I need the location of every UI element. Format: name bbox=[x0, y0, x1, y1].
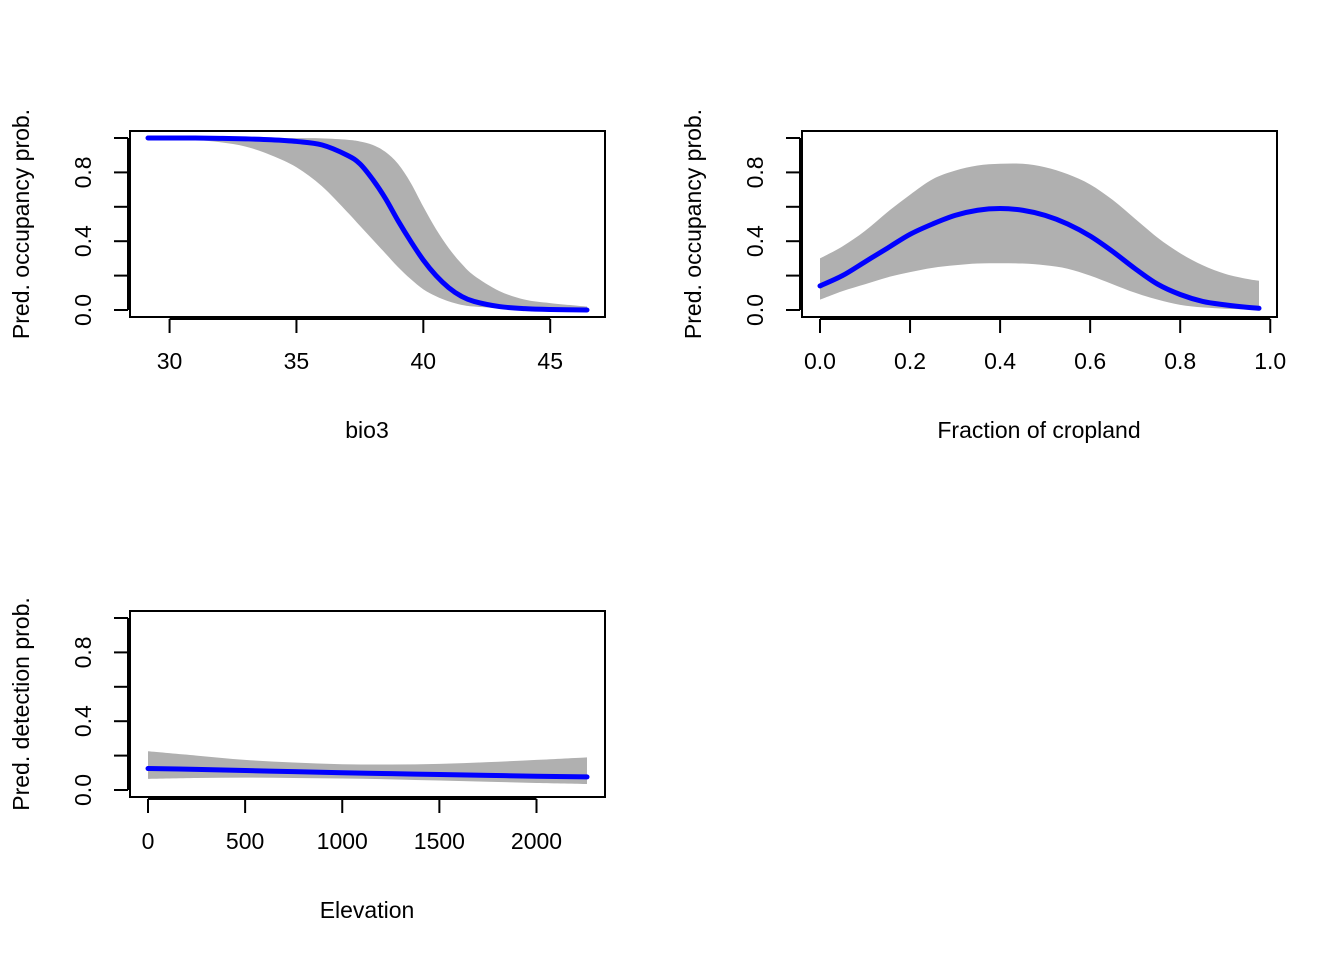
x-tick-label-elevation: 1000 bbox=[317, 828, 368, 854]
y-axis-title-cropland: Pred. occupancy prob. bbox=[680, 109, 706, 339]
panel-bio3: 30 35 40 45 0.0 0.4 0.8 bio3 Pred. occupancy p… bbox=[8, 109, 606, 443]
predicted-line-cropland bbox=[817, 206, 1262, 311]
plot-frame-bio3 bbox=[129, 130, 606, 318]
y-axis-title-elevation: Pred. detection prob. bbox=[8, 597, 34, 811]
x-axis-title-bio3: bio3 bbox=[345, 417, 388, 443]
x-tick-label-elevation: 2000 bbox=[511, 828, 562, 854]
x-tick-label-elevation: 0 bbox=[142, 828, 155, 854]
y-axis-title-bio3: Pred. occupancy prob. bbox=[8, 109, 34, 339]
y-tick-label-bio3: 0.0 bbox=[70, 294, 96, 326]
panel-cropland: 0.0 0.2 0.4 0.6 0.8 1.0 0.0 0.4 0.8 Fraction of … bbox=[680, 109, 1286, 443]
y-tick-label-cropland: 0.8 bbox=[742, 156, 768, 188]
panel-content-cropland: 0.0 0.2 0.4 0.6 0.8 1.0 0.0 0.4 0.8 bbox=[742, 137, 1286, 374]
panel-elevation: 0 500 1000 1500 2000 0.0 0.4 0.8 Elevation Pred… bbox=[8, 597, 606, 923]
y-tick-label-elevation: 0.8 bbox=[70, 636, 96, 668]
confidence-band-cropland bbox=[820, 163, 1259, 310]
y-tick-label-elevation: 0.0 bbox=[70, 774, 96, 806]
panel-content-bio3: 30 35 40 45 0.0 0.4 0.8 bbox=[70, 135, 590, 374]
x-tick-label-elevation: 500 bbox=[226, 828, 264, 854]
predicted-line-bio3 bbox=[145, 135, 590, 313]
x-axis-title-cropland: Fraction of cropland bbox=[937, 417, 1140, 443]
y-tick-label-cropland: 0.4 bbox=[742, 225, 768, 257]
y-tick-label-cropland: 0.0 bbox=[742, 294, 768, 326]
x-tick-label-bio3: 35 bbox=[284, 348, 310, 374]
x-tick-label-cropland: 1.0 bbox=[1254, 348, 1286, 374]
y-tick-label-bio3: 0.8 bbox=[70, 156, 96, 188]
x-tick-label-bio3: 40 bbox=[411, 348, 437, 374]
y-tick-label-elevation: 0.4 bbox=[70, 705, 96, 737]
y-tick-label-bio3: 0.4 bbox=[70, 225, 96, 257]
x-axis-title-elevation: Elevation bbox=[320, 897, 415, 923]
panel-content-elevation: 0 500 1000 1500 2000 0.0 0.4 0.8 bbox=[70, 617, 590, 854]
x-tick-label-cropland: 0.0 bbox=[804, 348, 836, 374]
predicted-line-elevation bbox=[145, 766, 590, 780]
x-tick-label-cropland: 0.4 bbox=[984, 348, 1016, 374]
x-tick-label-cropland: 0.6 bbox=[1074, 348, 1106, 374]
confidence-band-bio3 bbox=[148, 137, 587, 310]
x-tick-label-cropland: 0.8 bbox=[1164, 348, 1196, 374]
x-tick-label-bio3: 30 bbox=[157, 348, 183, 374]
plot-frame-elevation bbox=[129, 610, 606, 798]
plot-frame-cropland bbox=[801, 130, 1278, 318]
x-tick-label-bio3: 45 bbox=[537, 348, 563, 374]
x-tick-label-cropland: 0.2 bbox=[894, 348, 926, 374]
x-tick-label-elevation: 1500 bbox=[414, 828, 465, 854]
